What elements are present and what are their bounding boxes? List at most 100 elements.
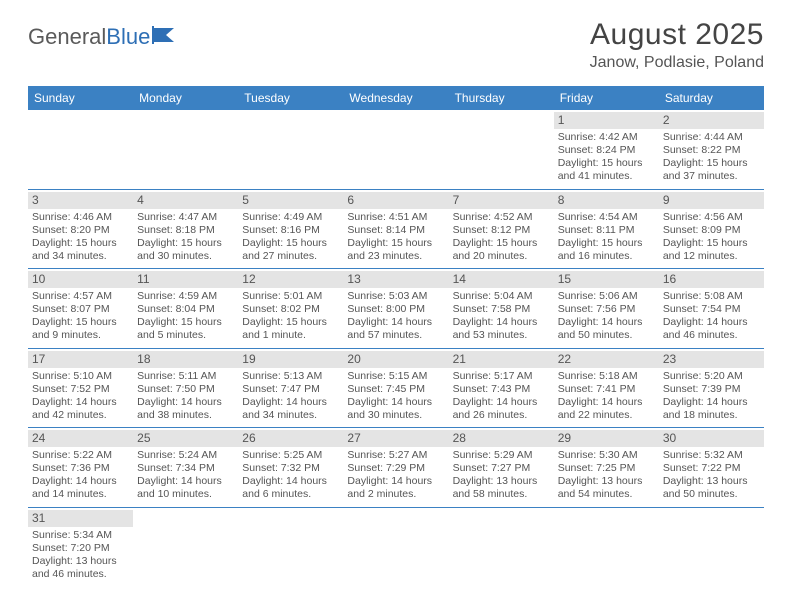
day-line: Sunset: 7:34 PM <box>137 462 234 475</box>
day-number: 5 <box>238 192 343 209</box>
day-number: 6 <box>343 192 448 209</box>
day-line: Sunset: 7:36 PM <box>32 462 129 475</box>
day-cell: 5Sunrise: 4:49 AMSunset: 8:16 PMDaylight… <box>238 190 343 269</box>
day-cell: 23Sunrise: 5:20 AMSunset: 7:39 PMDayligh… <box>659 349 764 428</box>
day-line: Daylight: 13 hours <box>558 475 655 488</box>
day-line: and 6 minutes. <box>242 488 339 501</box>
day-details: Sunrise: 5:03 AMSunset: 8:00 PMDaylight:… <box>347 290 444 343</box>
day-cell: 13 Sunrise: 5:03 AMSunset: 8:00 PMDayligh… <box>343 269 448 348</box>
day-number: 13 <box>343 271 448 288</box>
day-line: Daylight: 14 hours <box>663 316 760 329</box>
day-details: Sunrise: 5:30 AMSunset: 7:25 PMDaylight:… <box>558 449 655 502</box>
empty-cell <box>133 508 238 587</box>
empty-cell <box>238 508 343 587</box>
day-cell: 16Sunrise: 5:08 AMSunset: 7:54 PMDayligh… <box>659 269 764 348</box>
day-line: Sunset: 7:22 PM <box>663 462 760 475</box>
day-line: Sunset: 7:20 PM <box>32 542 129 555</box>
day-number: 2 <box>659 112 764 129</box>
day-details: Sunrise: 5:01 AMSunset: 8:02 PMDaylight:… <box>242 290 339 343</box>
day-line: Daylight: 15 hours <box>32 237 129 250</box>
day-line: Daylight: 14 hours <box>347 396 444 409</box>
empty-cell <box>343 508 448 587</box>
day-number: 7 <box>449 192 554 209</box>
day-line: and 46 minutes. <box>663 329 760 342</box>
day-number: 8 <box>554 192 659 209</box>
day-line: Sunset: 7:25 PM <box>558 462 655 475</box>
day-number: 14 <box>449 271 554 288</box>
day-cell: 27Sunrise: 5:27 AMSunset: 7:29 PMDayligh… <box>343 428 448 507</box>
title-block: August 2025 Janow, Podlasie, Poland <box>590 18 764 72</box>
day-line: Sunset: 7:45 PM <box>347 383 444 396</box>
day-details: Sunrise: 4:44 AMSunset: 8:22 PMDaylight:… <box>663 131 760 184</box>
day-number: 11 <box>133 271 238 288</box>
day-details: Sunrise: 4:52 AMSunset: 8:12 PMDaylight:… <box>453 211 550 264</box>
day-details: Sunrise: 5:11 AMSunset: 7:50 PMDaylight:… <box>137 370 234 423</box>
day-line: Sunrise: 5:30 AM <box>558 449 655 462</box>
day-details: Sunrise: 5:18 AMSunset: 7:41 PMDaylight:… <box>558 370 655 423</box>
day-line: Sunrise: 4:52 AM <box>453 211 550 224</box>
day-line: Sunrise: 5:24 AM <box>137 449 234 462</box>
day-line: Sunset: 8:18 PM <box>137 224 234 237</box>
day-line: Sunrise: 4:47 AM <box>137 211 234 224</box>
day-cell: 30 Sunrise: 5:32 AMSunset: 7:22 PMDayligh… <box>659 428 764 507</box>
day-cell: 14 Sunrise: 5:04 AMSunset: 7:58 PMDayligh… <box>449 269 554 348</box>
weekday-header: Saturday <box>659 86 764 110</box>
day-line: and 10 minutes. <box>137 488 234 501</box>
logo-text-gray: General <box>28 24 106 50</box>
day-line: Sunset: 8:14 PM <box>347 224 444 237</box>
day-details: Sunrise: 5:25 AMSunset: 7:32 PMDaylight:… <box>242 449 339 502</box>
day-number: 4 <box>133 192 238 209</box>
day-line: and 30 minutes. <box>347 409 444 422</box>
day-line: Sunset: 7:39 PM <box>663 383 760 396</box>
day-line: Sunrise: 5:08 AM <box>663 290 760 303</box>
day-line: Sunrise: 5:03 AM <box>347 290 444 303</box>
day-line: Sunset: 7:47 PM <box>242 383 339 396</box>
day-details: Sunrise: 5:32 AMSunset: 7:22 PMDaylight:… <box>663 449 760 502</box>
day-line: and 18 minutes. <box>663 409 760 422</box>
day-line: Daylight: 15 hours <box>663 237 760 250</box>
day-details: Sunrise: 5:24 AMSunset: 7:34 PMDaylight:… <box>137 449 234 502</box>
day-line: Daylight: 15 hours <box>242 316 339 329</box>
empty-cell <box>28 110 133 189</box>
day-line: Daylight: 15 hours <box>242 237 339 250</box>
day-line: Daylight: 14 hours <box>453 396 550 409</box>
empty-cell <box>659 508 764 587</box>
day-line: and 38 minutes. <box>137 409 234 422</box>
day-number: 30 <box>659 430 764 447</box>
day-line: Sunset: 7:41 PM <box>558 383 655 396</box>
day-line: Sunrise: 5:25 AM <box>242 449 339 462</box>
calendar: SundayMondayTuesdayWednesdayThursdayFrid… <box>28 86 764 586</box>
day-cell: 17Sunrise: 5:10 AMSunset: 7:52 PMDayligh… <box>28 349 133 428</box>
day-number: 26 <box>238 430 343 447</box>
week-row: 31Sunrise: 5:34 AMSunset: 7:20 PMDayligh… <box>28 508 764 587</box>
day-number: 15 <box>554 271 659 288</box>
day-line: Sunset: 8:02 PM <box>242 303 339 316</box>
day-line: Sunset: 7:52 PM <box>32 383 129 396</box>
day-details: Sunrise: 4:56 AMSunset: 8:09 PMDaylight:… <box>663 211 760 264</box>
day-number: 3 <box>28 192 133 209</box>
day-line: and 42 minutes. <box>32 409 129 422</box>
day-line: Daylight: 15 hours <box>137 316 234 329</box>
day-line: Sunrise: 5:34 AM <box>32 529 129 542</box>
day-cell: 15Sunrise: 5:06 AMSunset: 7:56 PMDayligh… <box>554 269 659 348</box>
day-number: 19 <box>238 351 343 368</box>
day-line: and 30 minutes. <box>137 250 234 263</box>
day-line: Sunrise: 5:32 AM <box>663 449 760 462</box>
day-cell: 21Sunrise: 5:17 AMSunset: 7:43 PMDayligh… <box>449 349 554 428</box>
day-line: and 2 minutes. <box>347 488 444 501</box>
logo: GeneralBlue <box>28 24 178 50</box>
day-number: 20 <box>343 351 448 368</box>
day-line: Daylight: 15 hours <box>558 237 655 250</box>
day-details: Sunrise: 5:04 AMSunset: 7:58 PMDaylight:… <box>453 290 550 343</box>
day-line: Sunrise: 4:42 AM <box>558 131 655 144</box>
day-details: Sunrise: 5:17 AMSunset: 7:43 PMDaylight:… <box>453 370 550 423</box>
day-line: and 57 minutes. <box>347 329 444 342</box>
day-line: Sunset: 8:12 PM <box>453 224 550 237</box>
day-details: Sunrise: 5:34 AMSunset: 7:20 PMDaylight:… <box>32 529 129 582</box>
day-cell: 25Sunrise: 5:24 AMSunset: 7:34 PMDayligh… <box>133 428 238 507</box>
page-subtitle: Janow, Podlasie, Poland <box>590 54 764 72</box>
day-line: Sunrise: 4:56 AM <box>663 211 760 224</box>
day-cell: 4Sunrise: 4:47 AMSunset: 8:18 PMDaylight… <box>133 190 238 269</box>
empty-cell <box>554 508 659 587</box>
day-details: Sunrise: 4:57 AMSunset: 8:07 PMDaylight:… <box>32 290 129 343</box>
